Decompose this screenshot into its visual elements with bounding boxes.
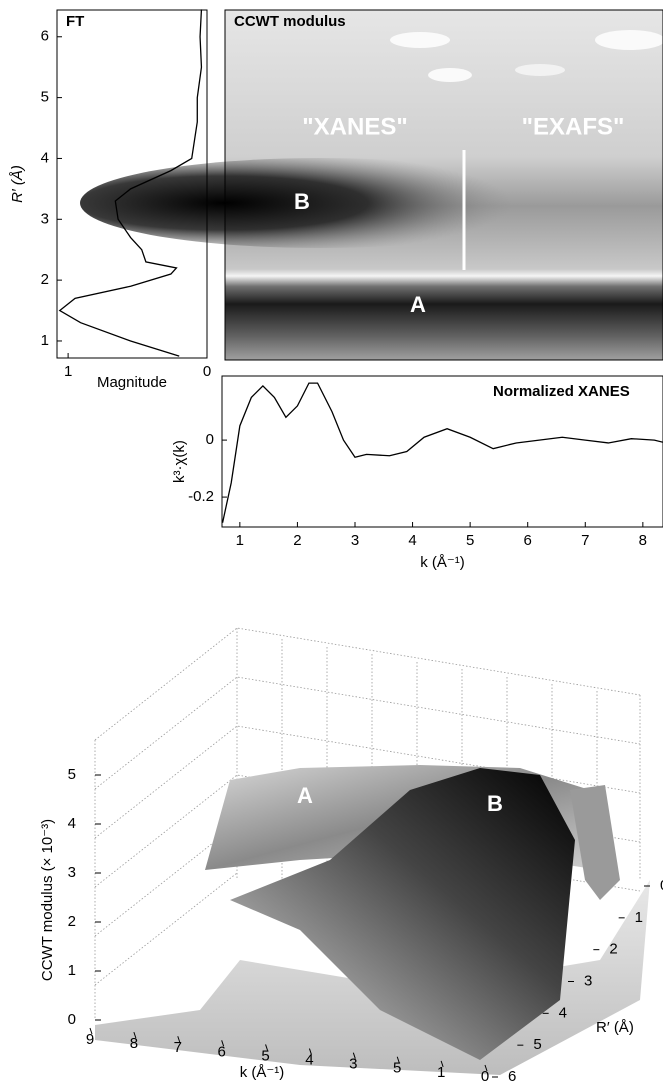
y-tick-label: 4 bbox=[41, 149, 49, 166]
x-axis-label: Magnitude bbox=[97, 374, 167, 391]
x-tick-label: 5 bbox=[261, 1047, 269, 1064]
heatmap-spot bbox=[428, 68, 472, 82]
x-tick-label: 7 bbox=[581, 532, 589, 549]
y-tick-label: 3 bbox=[41, 210, 49, 227]
annotation: "XANES" bbox=[302, 113, 407, 140]
heatmap-frame bbox=[224, 9, 663, 361]
x-tick-label: 8 bbox=[130, 1035, 138, 1052]
plot-frame bbox=[56, 9, 208, 359]
data-line bbox=[58, 9, 203, 357]
box-edges bbox=[94, 627, 641, 1020]
x-tick-label: 3 bbox=[351, 532, 359, 549]
chart-title: Normalized XANES bbox=[493, 383, 630, 400]
heatmap-spot bbox=[515, 64, 565, 76]
chart-title: CCWT modulus bbox=[234, 13, 346, 30]
x-tick-label: 1 bbox=[64, 363, 72, 380]
x-tick-label: 1 bbox=[437, 1064, 445, 1081]
heatmap-band-b bbox=[80, 158, 560, 248]
y-tick-label: 2 bbox=[609, 941, 617, 958]
z-tick-label: 2 bbox=[68, 913, 76, 930]
x-tick bbox=[133, 1031, 137, 1039]
x-tick-label: 3 bbox=[349, 1056, 357, 1073]
x-tick bbox=[396, 1056, 400, 1063]
x-tick bbox=[440, 1060, 444, 1068]
x-tick bbox=[89, 1027, 93, 1035]
x-tick bbox=[308, 1048, 312, 1055]
heatmap-spot bbox=[595, 30, 663, 50]
data-line bbox=[221, 382, 663, 523]
x-tick-label: 1 bbox=[236, 532, 244, 549]
annotation: B bbox=[487, 791, 503, 816]
y-tick-label: 0 bbox=[660, 877, 663, 894]
x-tick-label: 0 bbox=[481, 1068, 489, 1085]
annotation: A bbox=[410, 292, 426, 317]
plot-frame bbox=[221, 375, 663, 528]
y-tick-label: 6 bbox=[508, 1068, 516, 1085]
y-tick-label: 6 bbox=[41, 28, 49, 45]
chart-title: FT bbox=[66, 13, 84, 30]
y-tick-label: 4 bbox=[559, 1004, 567, 1021]
x-tick bbox=[484, 1064, 488, 1072]
z-axis-label: CCWT modulus (× 10⁻³) bbox=[39, 819, 56, 981]
z-tick-label: 3 bbox=[68, 864, 76, 881]
x-tick-label: 6 bbox=[524, 532, 532, 549]
y-tick-label: -0.2 bbox=[188, 488, 214, 505]
y-tick-label: 3 bbox=[584, 972, 592, 989]
heatmap: CCWT modulus "XANES" "EXAFS" B A bbox=[80, 9, 663, 361]
x-tick bbox=[352, 1052, 356, 1059]
x-axis-label: k (Å⁻¹) bbox=[240, 1064, 285, 1081]
z-tick-label: 4 bbox=[68, 815, 76, 832]
z-tick-label: 5 bbox=[68, 766, 76, 783]
x-tick-label: 4 bbox=[305, 1052, 313, 1069]
y-tick-label: 1 bbox=[41, 332, 49, 349]
x-tick bbox=[221, 1040, 225, 1047]
surface bbox=[94, 627, 650, 1075]
x-tick bbox=[265, 1044, 269, 1051]
x-tick-label: 2 bbox=[293, 532, 301, 549]
surface-edge bbox=[570, 785, 620, 900]
x-tick-label: 5 bbox=[466, 532, 474, 549]
x-tick-label: 9 bbox=[86, 1031, 94, 1048]
x-tick bbox=[177, 1036, 181, 1043]
x-tick-label: 6 bbox=[217, 1043, 225, 1060]
x-tick-label: 5 bbox=[393, 1060, 401, 1077]
z-tick-label: 1 bbox=[68, 962, 76, 979]
z-tick-label: 0 bbox=[68, 1011, 76, 1028]
x-tick-label: 8 bbox=[639, 532, 647, 549]
x-axis-label: k (Å⁻¹) bbox=[420, 554, 465, 571]
x-tick-label: 7 bbox=[174, 1039, 182, 1056]
y-axis-label: R′ (Å) bbox=[9, 165, 26, 203]
x-tick-label: 0 bbox=[203, 363, 211, 380]
y-tick-label: 5 bbox=[41, 89, 49, 106]
surface-ridge-b bbox=[230, 768, 575, 1060]
heatmap-spot bbox=[390, 32, 450, 48]
y-axis-label: R′ (Å) bbox=[596, 1019, 634, 1036]
y-tick-label: 1 bbox=[635, 909, 643, 926]
y-axis-label: k³·χ(k) bbox=[171, 440, 188, 483]
annotation: "EXAFS" bbox=[522, 113, 625, 140]
annotation: A bbox=[297, 783, 313, 808]
annotation: B bbox=[294, 189, 310, 214]
y-tick-label: 5 bbox=[533, 1036, 541, 1053]
y-tick-label: 2 bbox=[41, 271, 49, 288]
y-tick-label: 0 bbox=[206, 431, 214, 448]
x-tick-label: 4 bbox=[408, 532, 416, 549]
